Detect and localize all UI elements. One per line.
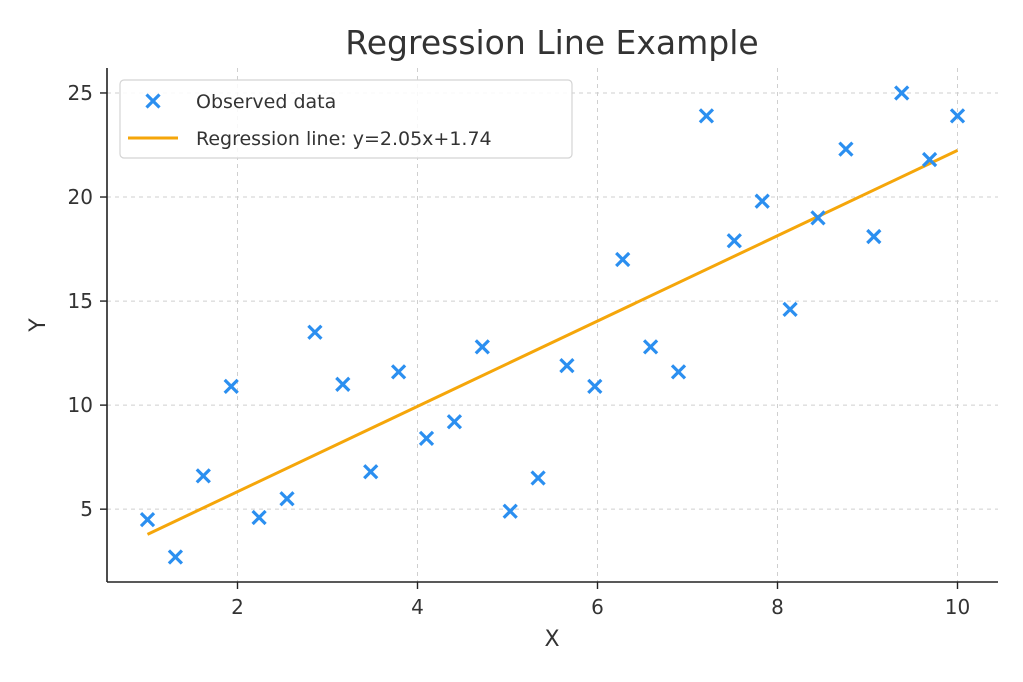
data-point [307, 324, 323, 340]
y-tick-label: 10 [68, 393, 93, 417]
data-point [866, 228, 882, 245]
data-point [251, 509, 267, 526]
data-point [390, 364, 407, 380]
legend-marker-observed [145, 93, 161, 109]
data-point [502, 503, 518, 519]
data-point [782, 301, 798, 318]
data-point [894, 85, 910, 101]
tick-layer: 2 4 6 8 10 5 10 15 20 25 [68, 81, 971, 619]
data-point [167, 549, 184, 565]
x-tick-label: 8 [771, 595, 784, 619]
data-point [754, 193, 770, 209]
data-point [587, 378, 603, 395]
data-point [139, 511, 156, 528]
data-point [530, 470, 546, 486]
data-point [615, 251, 631, 268]
data-point [363, 464, 379, 480]
data-point [418, 430, 435, 447]
data-point [670, 364, 687, 380]
y-tick-label: 20 [68, 185, 93, 209]
x-tick-label: 6 [591, 595, 604, 619]
data-point [838, 141, 854, 157]
grid-layer [107, 68, 998, 582]
y-tick-label: 15 [68, 289, 93, 313]
x-axis-title: X [544, 627, 559, 652]
data-layer [139, 85, 966, 565]
data-point [921, 151, 938, 168]
data-point [642, 339, 659, 355]
data-point [223, 378, 239, 395]
axes-layer [106, 68, 998, 583]
data-point [810, 210, 826, 226]
x-tick-label: 4 [411, 595, 424, 619]
data-point [195, 468, 211, 484]
data-point [726, 233, 742, 249]
data-point [474, 339, 490, 355]
chart-title: Regression Line Example [345, 23, 758, 62]
legend: Observed data Regression line: y=2.05x+1… [119, 79, 573, 159]
data-point [698, 108, 715, 124]
legend-label-observed: Observed data [196, 91, 336, 113]
data-point [559, 357, 575, 374]
data-point [446, 414, 463, 430]
data-point [949, 108, 966, 124]
x-tick-label: 10 [945, 595, 970, 619]
x-tick-label: 2 [231, 595, 244, 619]
y-tick-label: 5 [80, 497, 93, 521]
data-point [279, 491, 295, 507]
legend-x-icon [145, 93, 161, 109]
y-axis-title: Y [26, 318, 51, 333]
legend-box [119, 79, 573, 159]
data-point [335, 376, 351, 392]
legend-label-regression: Regression line: y=2.05x+1.74 [196, 128, 492, 150]
regression-line [146, 149, 959, 536]
y-tick-label: 25 [68, 81, 93, 105]
